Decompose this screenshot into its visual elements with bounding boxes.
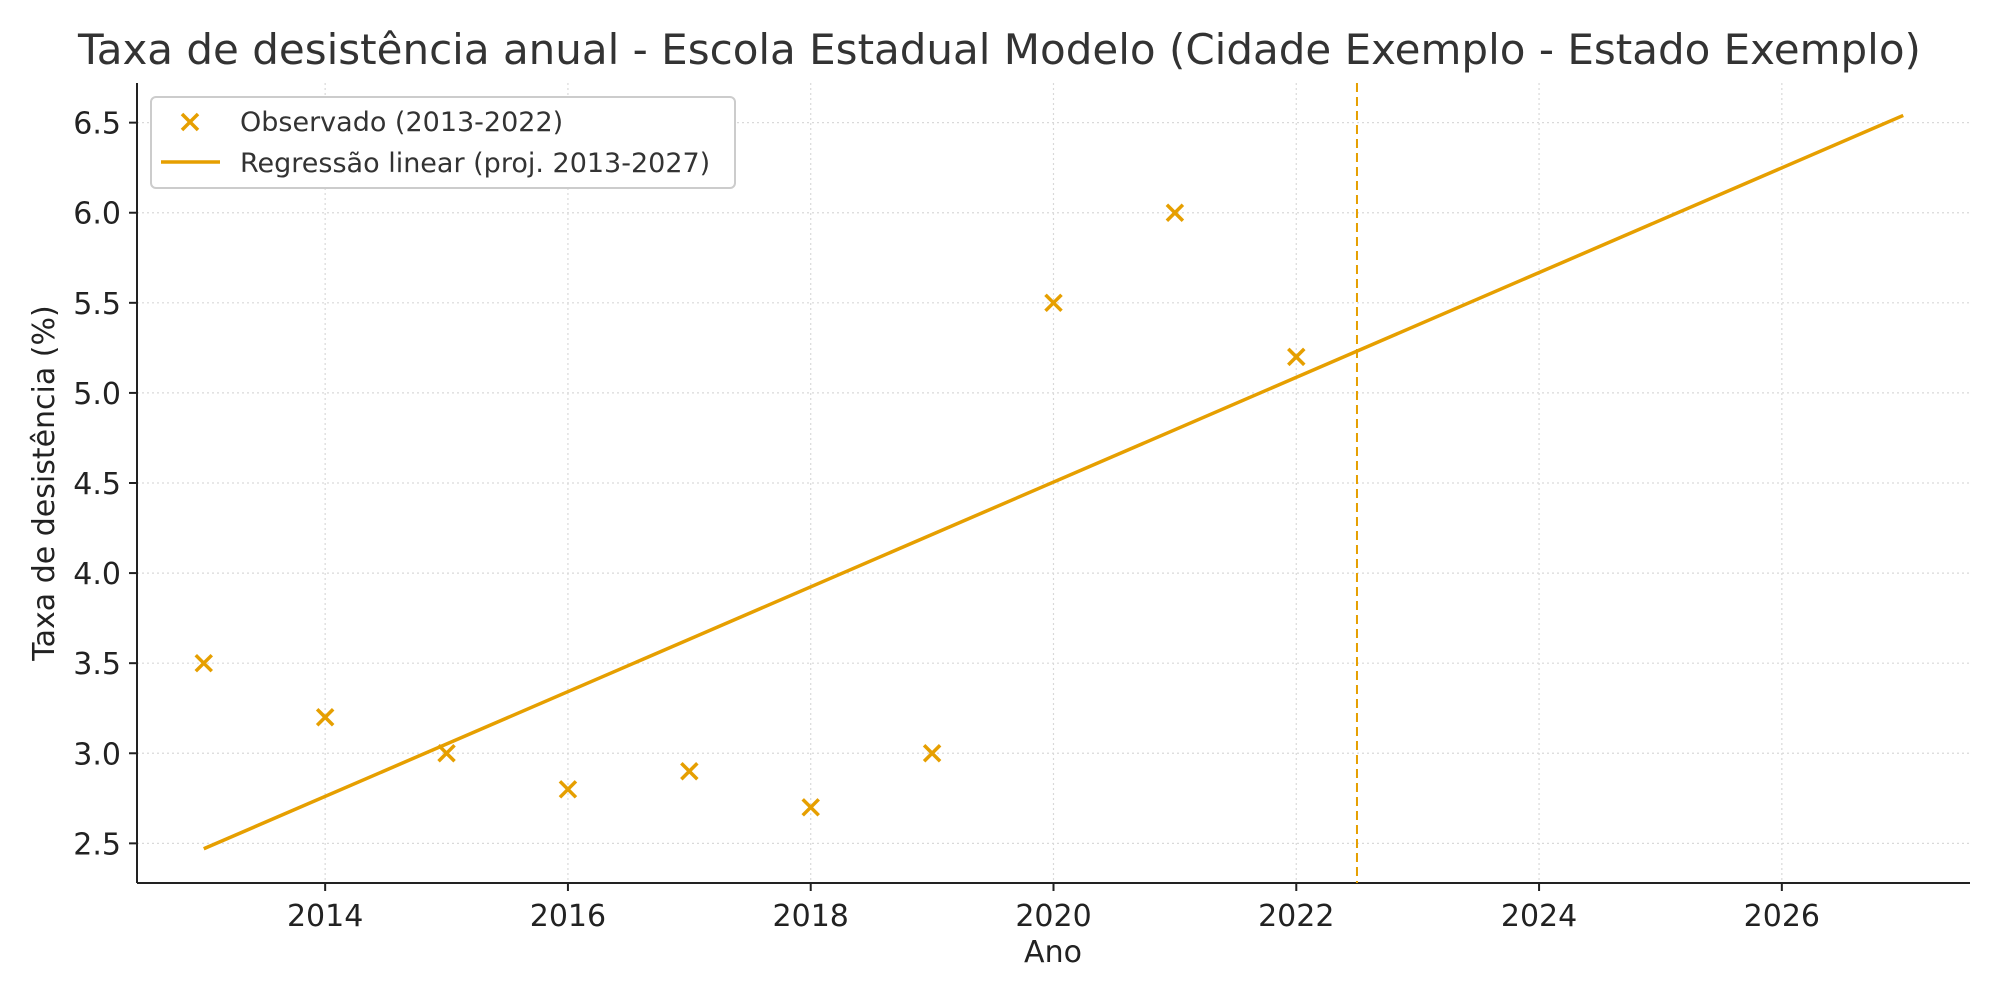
observed-point [1044, 293, 1063, 313]
y-tick-label: 6.5 [73, 107, 121, 142]
observed-point [1287, 347, 1306, 367]
x-axis-label: Ano [1024, 935, 1082, 970]
regression-line [203, 113, 1904, 851]
y-tick-label: 2.5 [73, 827, 121, 862]
x-tick-label: 2018 [773, 899, 849, 934]
legend: Observado (2013-2022) Regressão linear (p… [150, 96, 736, 189]
y-tick-label: 4.0 [73, 557, 121, 592]
x-tick-label: 2024 [1501, 899, 1577, 934]
observed-point [315, 707, 335, 727]
observed-point [1165, 203, 1185, 222]
chart-title: Taxa de desistência anual - Escola Estad… [77, 25, 1921, 74]
y-tick-label: 3.0 [73, 737, 121, 772]
axis-ticks: 2014 2016 2018 2020 2022 2024 2026 2.5 3.0 3.5 4.0… [73, 107, 1820, 934]
legend-label-observed: Observado (2013-2022) [240, 107, 563, 138]
y-tick-label: 6.0 [73, 197, 121, 232]
legend-marker-observed [180, 112, 200, 132]
x-tick-label: 2016 [530, 899, 606, 934]
y-tick-label: 3.5 [73, 647, 121, 682]
observed-point [922, 744, 942, 763]
y-axis-label: Taxa de desistência (%) [27, 305, 62, 661]
plot-area [194, 83, 1904, 883]
legend-box [150, 96, 736, 189]
legend-label-regression: Regressão linear (proj. 2013-2027) [240, 148, 710, 179]
x-tick-label: 2022 [1258, 899, 1334, 934]
observed-point [194, 653, 214, 673]
y-tick-label: 5.0 [73, 377, 121, 412]
observed-point [801, 798, 820, 817]
observed-point [680, 762, 699, 781]
observed-point [558, 780, 578, 799]
y-tick-label: 4.5 [73, 467, 121, 502]
y-tick-label: 5.5 [73, 287, 121, 322]
x-tick-label: 2014 [287, 899, 363, 934]
x-tick-label: 2020 [1015, 899, 1091, 934]
x-tick-label: 2026 [1744, 899, 1820, 934]
